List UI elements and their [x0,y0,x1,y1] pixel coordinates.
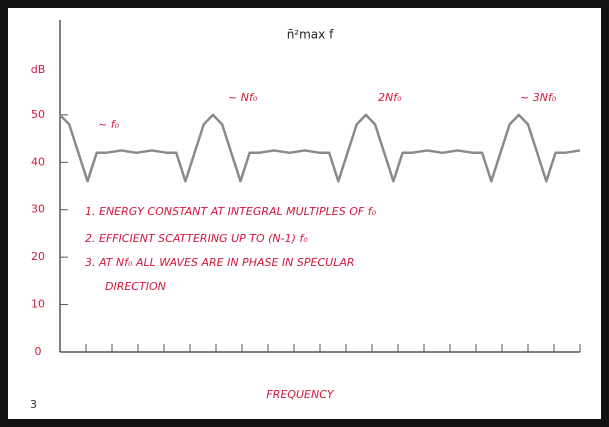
note: 3. AT Nf₀ ALL WAVES ARE IN PHASE IN SPEC… [85,256,354,269]
note: 2. EFFICIENT SCATTERING UP TO (N-1) f₀ [85,232,308,245]
y-axis-label: dB [31,63,46,76]
x-axis-label: FREQUENCY [266,388,334,401]
y-tick-label: 20 [31,250,45,263]
annotation: ~ Nf₀ [228,91,258,104]
y-tick-label: 40 [31,155,45,168]
y-tick-label: 50 [31,108,45,121]
annotation: 2Nf₀ [378,91,402,104]
annotation: ~ 3Nf₀ [520,91,557,104]
y-tick-label: 0 [35,345,42,358]
note: 1. ENERGY CONSTANT AT INTEGRAL MULTIPLES… [85,205,377,218]
chart-title: n̄²max f [287,28,334,42]
corner-mark: 3 [30,398,37,411]
y-tick-label: 30 [31,203,45,216]
page: {"chart_data": {"type": "line", "title":… [0,0,609,427]
chart: n̄²max f dB FREQUENCY 3 0 10 20 30 40 50 ~ f₀ ~… [0,0,609,427]
annotation: ~ f₀ [98,118,120,131]
note: DIRECTION [105,280,166,293]
y-tick-label: 10 [31,298,45,311]
